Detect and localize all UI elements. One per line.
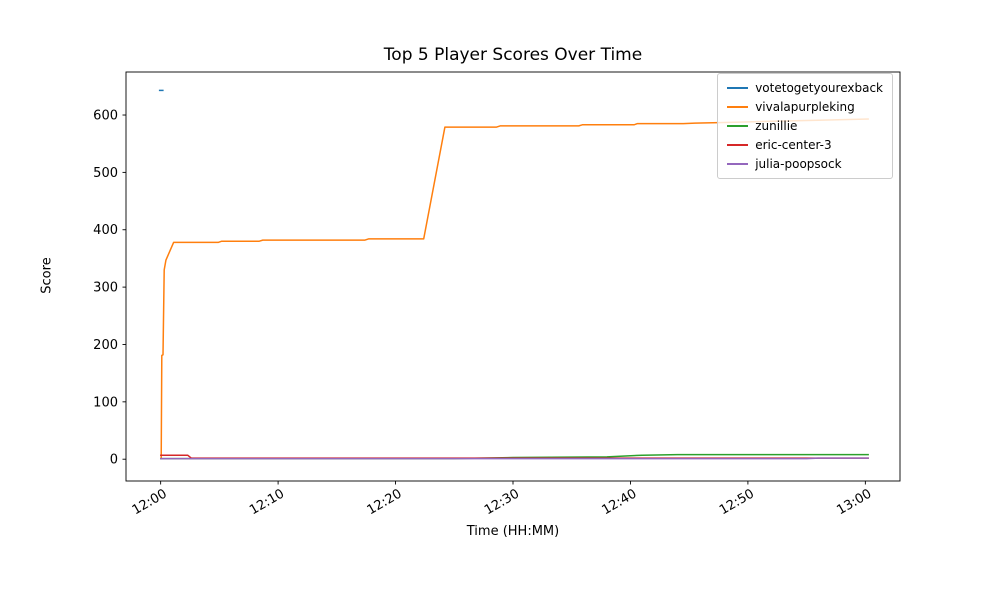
x-tick-label: 12:30 [482, 486, 522, 518]
legend-item: julia-poopsock [727, 156, 883, 171]
legend-swatch [727, 86, 749, 89]
legend-label: eric-center-3 [755, 137, 832, 152]
legend: votetogetyourexback vivalapurpleking zunil… [717, 73, 893, 179]
y-tick-label: 600 [93, 109, 118, 124]
legend-item: votetogetyourexback [727, 80, 883, 95]
legend-item: vivalapurpleking [727, 99, 883, 114]
legend-label: julia-poopsock [755, 156, 842, 171]
series-line-vivalapurpleking [160, 118, 869, 460]
legend-item: zunillie [727, 118, 883, 133]
legend-swatch [727, 124, 749, 127]
series-line-eric-center-3 [160, 454, 869, 459]
x-tick-label: 12:00 [130, 486, 170, 518]
x-tick-label: 12:50 [717, 486, 757, 518]
legend-label: zunillie [755, 118, 798, 133]
y-tick-label: 300 [93, 281, 118, 296]
y-tick-label: 400 [93, 223, 118, 238]
x-tick-label: 12:20 [365, 486, 405, 518]
legend-label: votetogetyourexback [755, 80, 883, 95]
legend-item: eric-center-3 [727, 137, 883, 152]
y-tick-label: 200 [93, 338, 118, 353]
legend-label: vivalapurpleking [755, 99, 855, 114]
series-line-julia-poopsock [160, 457, 869, 460]
y-tick-label: 100 [93, 395, 118, 410]
y-axis-label: Score [39, 257, 55, 294]
x-tick-label: 13:00 [834, 486, 874, 518]
legend-swatch [727, 162, 749, 165]
chart-title: Top 5 Player Scores Over Time [383, 45, 643, 65]
x-axis-label: Time (HH:MM) [466, 524, 560, 539]
y-tick-label: 500 [93, 166, 118, 181]
y-tick-label: 0 [110, 453, 118, 468]
x-tick-label: 12:40 [600, 486, 640, 518]
legend-swatch [727, 105, 749, 108]
legend-swatch [727, 143, 749, 146]
x-tick-label: 12:10 [247, 486, 287, 518]
